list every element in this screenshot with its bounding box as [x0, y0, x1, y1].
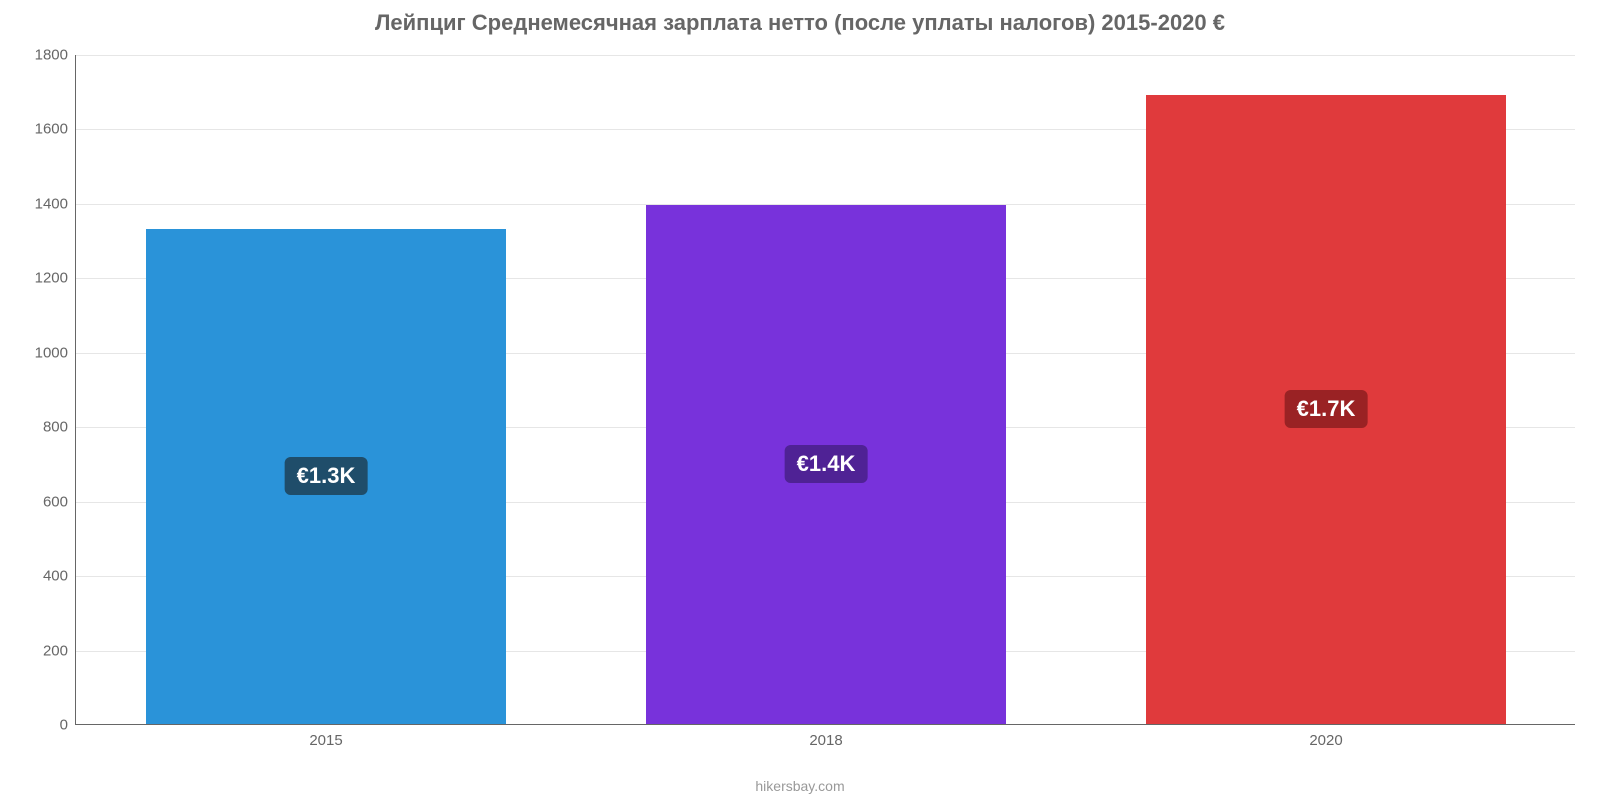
- x-tick-label: 2020: [1309, 732, 1342, 749]
- bar-value-badge: €1.7K: [1285, 390, 1368, 428]
- y-tick-label: 1400: [35, 195, 68, 212]
- y-tick-label: 1800: [35, 47, 68, 64]
- y-tick-label: 0: [60, 717, 68, 734]
- y-tick-label: 1600: [35, 121, 68, 138]
- bar: €1.4K: [646, 205, 1006, 724]
- y-tick-label: 600: [43, 493, 68, 510]
- bar-value-badge: €1.3K: [285, 457, 368, 495]
- plot-area: 020040060080010001200140016001800€1.3K20…: [75, 55, 1575, 725]
- grid-line: [76, 55, 1575, 56]
- y-tick-label: 1000: [35, 344, 68, 361]
- bar: €1.3K: [146, 229, 506, 724]
- y-tick-label: 200: [43, 642, 68, 659]
- source-label: hikersbay.com: [0, 778, 1600, 794]
- bar-value-badge: €1.4K: [785, 445, 868, 483]
- x-tick-label: 2015: [309, 732, 342, 749]
- x-tick-label: 2018: [809, 732, 842, 749]
- salary-chart: Лейпциг Среднемесячная зарплата нетто (п…: [0, 0, 1600, 800]
- y-tick-label: 400: [43, 568, 68, 585]
- bar: €1.7K: [1146, 95, 1506, 724]
- y-tick-label: 800: [43, 419, 68, 436]
- chart-title: Лейпциг Среднемесячная зарплата нетто (п…: [0, 10, 1600, 36]
- y-tick-label: 1200: [35, 270, 68, 287]
